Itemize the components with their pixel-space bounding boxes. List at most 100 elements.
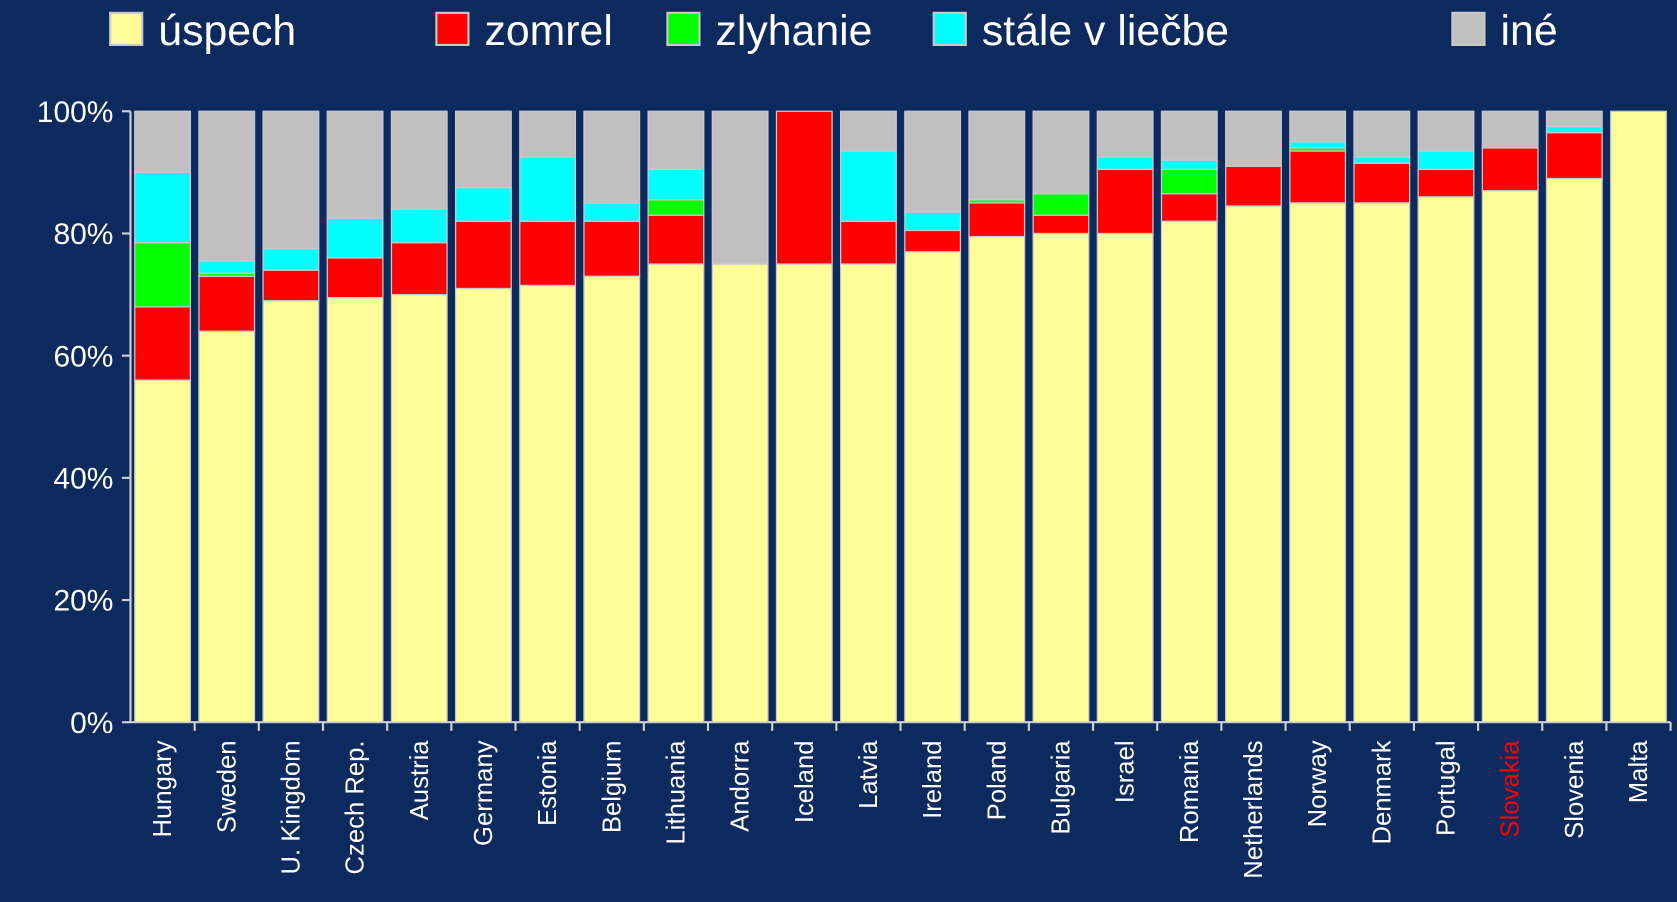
x-tick-label: Estonia (534, 740, 562, 826)
bar-segment (519, 220, 577, 287)
bar-segment (1545, 110, 1603, 128)
bar-segment (1481, 147, 1539, 192)
bar-segment (968, 110, 1026, 201)
x-tick-label: Latvia (855, 740, 883, 809)
bar-segment (390, 208, 448, 244)
x-tick-label: Iceland (791, 740, 819, 823)
bar-segment (711, 263, 769, 723)
x-tick-label: Malta (1625, 740, 1653, 803)
bar-segment (1160, 168, 1218, 195)
bar-segment (1160, 110, 1218, 161)
bar-segment (647, 199, 705, 216)
bar-segment (390, 293, 448, 723)
bar-segment (1096, 110, 1154, 158)
legend-label: zlyhanie (716, 7, 873, 55)
bar-segment (326, 257, 384, 299)
x-tick-label: Denmark (1368, 740, 1396, 844)
legend-swatch (932, 11, 967, 47)
x-tick-label: Belgium (598, 740, 626, 833)
x-tick-label: Bulgaria (1048, 740, 1076, 835)
bar-segment (1160, 220, 1218, 723)
bar-segment (904, 211, 962, 232)
bar-segment (1032, 214, 1090, 235)
x-tick-label: Netherlands (1240, 740, 1268, 878)
x-tick-label: Sweden (213, 740, 241, 833)
legend-swatch (666, 11, 701, 47)
y-tick-label: 100% (37, 96, 114, 129)
y-tick-label: 20% (53, 585, 113, 618)
legend-label: stále v liečbe (982, 7, 1229, 55)
bar-segment (1353, 156, 1411, 164)
x-tick-label: Portugal (1433, 740, 1461, 836)
bar-segment (583, 220, 641, 277)
bar-segment (647, 263, 705, 723)
bar-segment (1096, 156, 1154, 170)
bar-segment (262, 300, 320, 723)
bar-segment (1353, 162, 1411, 204)
bar-segment (1096, 168, 1154, 235)
bar-segment (1160, 193, 1218, 222)
bar-segment (775, 110, 833, 265)
bar-segment (326, 296, 384, 723)
bar-segment (839, 220, 897, 265)
bar-segment (1225, 205, 1282, 723)
bar-segment (775, 263, 833, 723)
bar-segment (1353, 202, 1411, 723)
bar-segment (968, 202, 1026, 238)
x-tick-label: Andorra (727, 740, 755, 832)
bar-segment (326, 110, 384, 219)
bar-segment (1225, 165, 1282, 207)
bar-segment (1289, 141, 1347, 149)
x-tick-label: Slovenia (1561, 740, 1589, 839)
bar-segment (1417, 196, 1475, 723)
bar-segment (262, 248, 320, 271)
bar-segment (647, 214, 705, 265)
bar-segment (262, 269, 320, 302)
bar-segment (519, 156, 577, 222)
legend-swatch (109, 11, 144, 47)
bar-segment (1545, 125, 1603, 134)
bar-segment (262, 110, 320, 250)
bar-segment (198, 110, 256, 262)
legend-swatch (1451, 11, 1486, 47)
x-tick-label: Romania (1176, 740, 1204, 843)
bar-segment (1417, 110, 1475, 152)
bar-segment (198, 275, 256, 332)
bar-segment (904, 110, 962, 213)
x-tick-label: Hungary (149, 740, 177, 837)
bar-segment (134, 241, 192, 308)
legend-label: zomrel (484, 7, 612, 55)
bar-segment (1481, 190, 1539, 723)
bar-segment (1481, 110, 1539, 149)
bar-segment (454, 287, 512, 723)
x-tick-label: Lithuania (662, 740, 690, 845)
bar-segment (454, 187, 512, 222)
bar-segment (454, 220, 512, 290)
y-tick-label: 0% (70, 707, 113, 740)
bar-segment (904, 229, 962, 253)
x-tick-label: U. Kingdom (277, 740, 305, 874)
x-tick-label: Ireland (919, 740, 947, 818)
x-tick-label: Norway (1304, 740, 1332, 827)
bar-segment (1225, 110, 1282, 167)
bar-segment (519, 284, 577, 723)
bar-segment (647, 168, 705, 201)
bar-segment (1289, 202, 1347, 723)
bar-segment (583, 275, 641, 723)
bar-segment (839, 263, 897, 723)
bar-segment (1417, 150, 1475, 170)
legend-label: iné (1501, 7, 1558, 55)
x-tick-label: Poland (983, 740, 1011, 820)
x-tick-label: Germany (470, 740, 498, 846)
x-tick-label: Czech Rep. (342, 740, 370, 874)
y-tick-label: 60% (53, 340, 113, 373)
bar-segment (1096, 232, 1154, 723)
bar-segment (1032, 232, 1090, 723)
bar-segment (583, 202, 641, 222)
bar-segment (1545, 177, 1603, 723)
bar-segment (1545, 132, 1603, 180)
bar-segment (454, 110, 512, 189)
bar-segment (1289, 150, 1347, 204)
x-tick-label: Slovakia (1497, 740, 1525, 838)
